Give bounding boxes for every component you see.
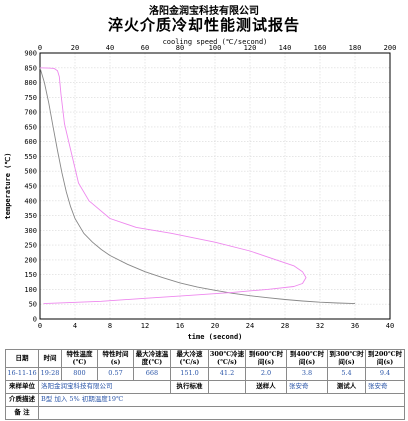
x2-tick-label: 100 bbox=[209, 44, 222, 52]
x-tick-label: 8 bbox=[108, 322, 112, 330]
t600-header: 到600℃时间(s) bbox=[245, 349, 287, 368]
y-tick-label: 700 bbox=[24, 109, 37, 117]
speed300-header: 300℃冷速(℃/s) bbox=[208, 349, 246, 368]
y-tick-label: 100 bbox=[24, 286, 37, 294]
submitter-label: 送样人 bbox=[245, 380, 287, 394]
x2-tick-label: 120 bbox=[244, 44, 257, 52]
plot-frame bbox=[39, 52, 391, 320]
x2-tick-label: 140 bbox=[279, 44, 292, 52]
y-tick-label: 450 bbox=[24, 183, 37, 191]
x2-tick-label: 80 bbox=[176, 44, 184, 52]
t400-value: 3.8 bbox=[286, 367, 328, 381]
x-tick-label: 4 bbox=[73, 322, 77, 330]
medium-label: 介质描述 bbox=[5, 393, 39, 407]
x-tick-label: 16 bbox=[176, 322, 184, 330]
y-tick-label: 900 bbox=[24, 50, 37, 58]
bottom-axis-label: time (second) bbox=[188, 333, 243, 341]
y-tick-label: 50 bbox=[29, 301, 37, 309]
time-header: 时间 bbox=[38, 349, 62, 368]
x-tick-label: 36 bbox=[351, 322, 359, 330]
tick-labels: 0 4 8 12 16 20 24 28 32 36 400 20 40 60 80 100 120 140 160… bbox=[24, 44, 396, 330]
top-axis-label: cooling speed (℃/second) bbox=[163, 38, 268, 46]
y-tick-label: 750 bbox=[24, 94, 37, 102]
table-row: 介质描述 B型 加入 5% 初期温度19℃ bbox=[5, 393, 405, 407]
submit-unit-value: 洛阳金润宝科技有限公司 bbox=[38, 380, 171, 394]
y-tick-label: 200 bbox=[24, 256, 37, 264]
chart-marks bbox=[39, 67, 356, 305]
t300-value: 5.4 bbox=[327, 367, 366, 381]
char-temp-value: 800 bbox=[61, 367, 98, 381]
y-tick-label: 800 bbox=[24, 79, 37, 87]
x-tick-label: 12 bbox=[141, 322, 149, 330]
max-speed-value: 151.0 bbox=[170, 367, 209, 381]
medium-value: B型 加入 5% 初期温度19℃ bbox=[38, 393, 405, 407]
submit-unit-label: 来样单位 bbox=[5, 380, 39, 394]
x2-tick-label: 200 bbox=[384, 44, 397, 52]
y-tick-label: 600 bbox=[24, 138, 37, 146]
y-tick-label: 850 bbox=[24, 64, 37, 72]
t200-value: 9.4 bbox=[365, 367, 405, 381]
char-temp-header: 特性温度(℃) bbox=[61, 349, 98, 368]
x-tick-label: 24 bbox=[246, 322, 254, 330]
table-row: 备 注 bbox=[5, 406, 405, 420]
x-tick-label: 32 bbox=[316, 322, 324, 330]
t600-value: 2.0 bbox=[245, 367, 287, 381]
x2-tick-label: 0 bbox=[38, 44, 42, 52]
char-time-value: 0.57 bbox=[97, 367, 134, 381]
tester-value: 张安奇 bbox=[365, 380, 405, 394]
x2-tick-label: 160 bbox=[314, 44, 327, 52]
y-tick-label: 400 bbox=[24, 197, 37, 205]
y-tick-label: 150 bbox=[24, 271, 37, 279]
tester-label: 测试人 bbox=[327, 380, 366, 394]
x-tick-label: 0 bbox=[38, 322, 42, 330]
time-value: 19:28 bbox=[38, 367, 62, 381]
table-row: 来样单位 洛阳金润宝科技有限公司 执行标准 送样人 张安奇 测试人 张安奇 bbox=[5, 380, 405, 394]
standard-value bbox=[208, 380, 246, 394]
y-tick-label: 550 bbox=[24, 153, 37, 161]
date-value: 16-11-16 bbox=[5, 367, 39, 381]
chart-grid bbox=[39, 52, 391, 320]
max-speed-temp-header: 最大冷速温度(℃) bbox=[133, 349, 171, 368]
y-tick-label: 650 bbox=[24, 123, 37, 131]
t200-header: 到200℃时间(s) bbox=[365, 349, 405, 368]
speed300-value: 41.2 bbox=[208, 367, 246, 381]
cooling-curve-chart: cooling speed (℃/second) time (second) t… bbox=[4, 38, 396, 341]
remark-label: 备 注 bbox=[5, 406, 39, 420]
max-speed-temp-value: 668 bbox=[133, 367, 171, 381]
cooling-speed-line bbox=[39, 67, 307, 305]
x2-tick-label: 180 bbox=[349, 44, 362, 52]
max-speed-header: 最大冷速(℃/s) bbox=[170, 349, 209, 368]
y-tick-label: 0 bbox=[33, 316, 37, 324]
left-axis-label: temperature (℃) bbox=[4, 153, 12, 220]
report-title: 淬火介质冷却性能测试报告 bbox=[107, 16, 300, 34]
x2-tick-label: 40 bbox=[106, 44, 114, 52]
x-tick-label: 28 bbox=[281, 322, 289, 330]
y-tick-label: 500 bbox=[24, 168, 37, 176]
date-header: 日期 bbox=[5, 349, 39, 368]
t300-header: 到300℃时间(s) bbox=[327, 349, 366, 368]
y-tick-label: 300 bbox=[24, 227, 37, 235]
remark-value bbox=[38, 406, 405, 420]
y-tick-label: 350 bbox=[24, 212, 37, 220]
x-tick-label: 20 bbox=[211, 322, 219, 330]
x2-tick-label: 60 bbox=[141, 44, 149, 52]
t400-header: 到400℃时间(s) bbox=[286, 349, 328, 368]
y-tick-label: 250 bbox=[24, 242, 37, 250]
company-name: 洛阳金润宝科技有限公司 bbox=[149, 6, 259, 17]
x-tick-label: 40 bbox=[386, 322, 394, 330]
table-header-row: 日期 时间 特性温度(℃) 特性时间(s) 最大冷速温度(℃) 最大冷速(℃/s… bbox=[5, 349, 405, 368]
table-row: 16-11-16 19:28 800 0.57 668 151.0 41.2 2… bbox=[5, 367, 405, 381]
test-info-table: 日期 时间 特性温度(℃) 特性时间(s) 最大冷速温度(℃) 最大冷速(℃/s… bbox=[5, 349, 405, 420]
x2-tick-label: 20 bbox=[71, 44, 79, 52]
standard-label: 执行标准 bbox=[170, 380, 209, 394]
temperature-time-line bbox=[39, 67, 356, 305]
char-time-header: 特性时间(s) bbox=[97, 349, 134, 368]
submitter-value: 张安奇 bbox=[286, 380, 328, 394]
